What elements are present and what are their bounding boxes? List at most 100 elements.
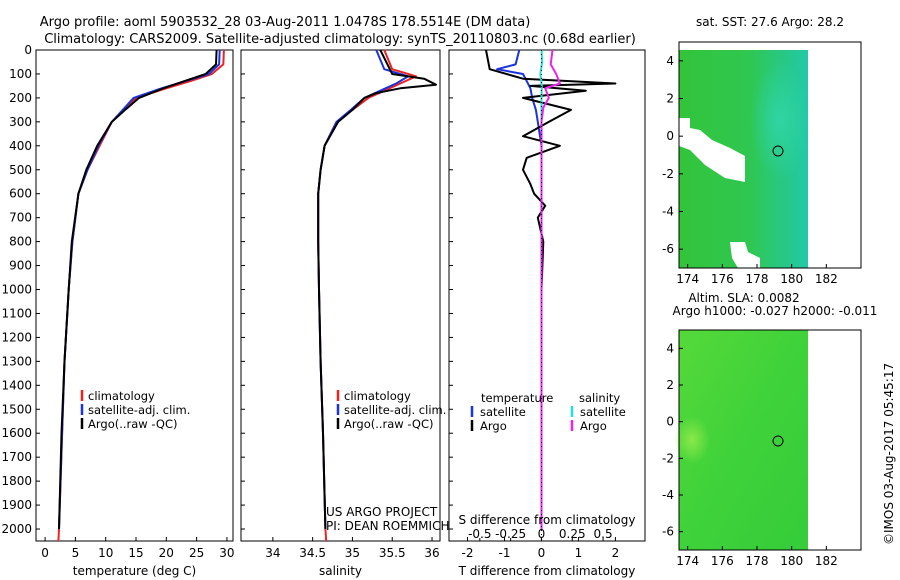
depth-tick-label: 800 [9, 235, 32, 249]
sst-island-mask [730, 242, 760, 268]
depth-tick-label: 1700 [1, 450, 32, 464]
depth-tick-label: 1000 [1, 283, 32, 297]
legend-label: Argo [480, 419, 507, 433]
sla-map-title-line2: Argo h1000: -0.027 h2000: -0.011 [673, 304, 878, 318]
legend-title-temperature: temperature [481, 391, 553, 405]
depth-tick-label: 200 [9, 91, 32, 105]
x-tick-label: 5 [72, 546, 80, 560]
x-tick-label: 35 [345, 546, 360, 560]
s-tick-label: -0.25 [495, 527, 526, 541]
depth-tick-label: 1200 [1, 330, 32, 344]
map-y-tick-label: 4 [666, 341, 674, 355]
map-y-tick-label: 2 [666, 92, 674, 106]
s-diff-label: S difference from climatology [459, 513, 636, 527]
sla-map-frame [678, 329, 862, 551]
temperature-series-2 [58, 49, 218, 530]
sst-map-axes: 174 176 178 180 182 -6 -4 -2 0 2 4 [662, 54, 838, 286]
legend-label: satellite-adj. clim. [88, 403, 190, 417]
difference-frame [448, 49, 646, 542]
map-x-tick-label: 176 [711, 272, 734, 286]
legend-label: climatology [88, 389, 155, 403]
difference-xlabel: T difference from climatology [458, 564, 636, 578]
s-tick-label: 0 [538, 527, 546, 541]
x-tick-label: 20 [159, 546, 174, 560]
map-y-tick-label: -4 [662, 488, 674, 502]
map-y-tick-label: -4 [662, 205, 674, 219]
depth-tick-label: 500 [9, 163, 32, 177]
x-tick-label: 36 [424, 546, 439, 560]
figure-title-line2: Climatology: CARS2009. Satellite-adjuste… [44, 32, 636, 47]
difference-series-1 [485, 49, 617, 529]
sla-argo-marker [772, 435, 784, 447]
map-x-tick-label: 178 [746, 272, 769, 286]
sst-land-mask [679, 118, 745, 182]
temperature-xlabel: temperature (deg C) [73, 564, 196, 578]
map-x-tick-label: 176 [711, 554, 734, 568]
s-tick-label: -0.5 [468, 527, 491, 541]
sst-map-title: sat. SST: 27.6 Argo: 28.2 [696, 15, 844, 29]
salinity-panel: 34 34.5 35 35.5 36 salinity climatologysatelli… [240, 49, 449, 578]
depth-tick-label: 1900 [1, 498, 32, 512]
x-tick-label: 25 [189, 546, 204, 560]
map-y-tick-label: -6 [662, 242, 674, 256]
x-tick-label: -1 [498, 546, 510, 560]
map-x-tick-label: 180 [780, 272, 803, 286]
s-tick-label: 0.25 [559, 527, 586, 541]
depth-tick-label: 300 [9, 115, 32, 129]
depth-tick-label: 700 [9, 211, 32, 225]
project-credit-line1: US ARGO PROJECT [326, 505, 438, 519]
figure-title-line1: Argo profile: aoml 5903532_28 03-Aug-201… [40, 15, 531, 30]
map-x-tick-label: 180 [780, 554, 803, 568]
map-y-tick-label: -2 [662, 167, 674, 181]
depth-tick-label: 1100 [1, 306, 32, 320]
x-tick-label: 1 [575, 546, 583, 560]
difference-panel: -2 -1 0 1 2 T difference from climatology -0.5… [448, 49, 646, 578]
depth-tick-label: 400 [9, 139, 32, 153]
x-tick-label: 34.5 [299, 546, 326, 560]
map-x-tick-label: 178 [746, 554, 769, 568]
x-tick-label: 0 [538, 546, 546, 560]
salinity-series-0 [317, 49, 418, 542]
x-tick-label: 0 [41, 546, 49, 560]
salinity-series-1 [317, 49, 410, 530]
x-tick-label: 34 [265, 546, 280, 560]
legend-label: Argo [580, 419, 607, 433]
x-tick-label: -2 [462, 546, 474, 560]
sla-map-title-line1: Altim. SLA: 0.0082 [688, 291, 799, 305]
map-y-tick-label: -2 [662, 451, 674, 465]
map-x-tick-label: 182 [815, 272, 838, 286]
salinity-series-2 [317, 49, 437, 530]
map-x-tick-label: 174 [676, 272, 699, 286]
legend-label: satellite [480, 405, 526, 419]
sla-high-patch [674, 416, 710, 464]
s-tick-label: 0.5 [594, 527, 613, 541]
depth-tick-label: 1500 [1, 402, 32, 416]
sst-argo-marker [772, 145, 784, 157]
x-tick-label: 30 [219, 546, 234, 560]
depth-tick-label: 1600 [1, 426, 32, 440]
sst-map-frame [678, 41, 862, 269]
map-y-tick-label: 0 [666, 129, 674, 143]
sla-map-axes: 174 176 178 180 182 -6 -4 -2 0 2 4 [662, 341, 838, 568]
sst-map-panel: sat. SST: 27.6 Argo: 28.2 174 176 178 180 18… [662, 15, 862, 286]
depth-tick-label: 900 [9, 259, 32, 273]
x-tick-label: 15 [128, 546, 143, 560]
temperature-series-1 [58, 49, 221, 530]
depth-tick-label: 1400 [1, 378, 32, 392]
temperature-panel: 0 100 200 300 400 500 600 700 800 900 1000 1100 1200… [1, 43, 234, 578]
map-y-tick-label: -6 [662, 525, 674, 539]
project-credit-line2: PI: DEAN ROEMMICH [326, 519, 449, 533]
depth-tick-label: 2000 [1, 522, 32, 536]
legend-label: satellite [580, 405, 626, 419]
depth-tick-label: 100 [9, 67, 32, 81]
depth-tick-label: 600 [9, 187, 32, 201]
legend-label: Argo(..raw -QC) [88, 417, 178, 431]
map-y-tick-label: 4 [666, 54, 674, 68]
map-y-tick-label: 0 [666, 415, 674, 429]
legend-title-salinity: salinity [579, 391, 620, 405]
depth-tick-label: 1800 [1, 474, 32, 488]
x-tick-label: 35.5 [379, 546, 406, 560]
sla-map-panel: Altim. SLA: 0.0082 Argo h1000: -0.027 h2… [662, 291, 877, 568]
salinity-xlabel: salinity [319, 564, 362, 578]
